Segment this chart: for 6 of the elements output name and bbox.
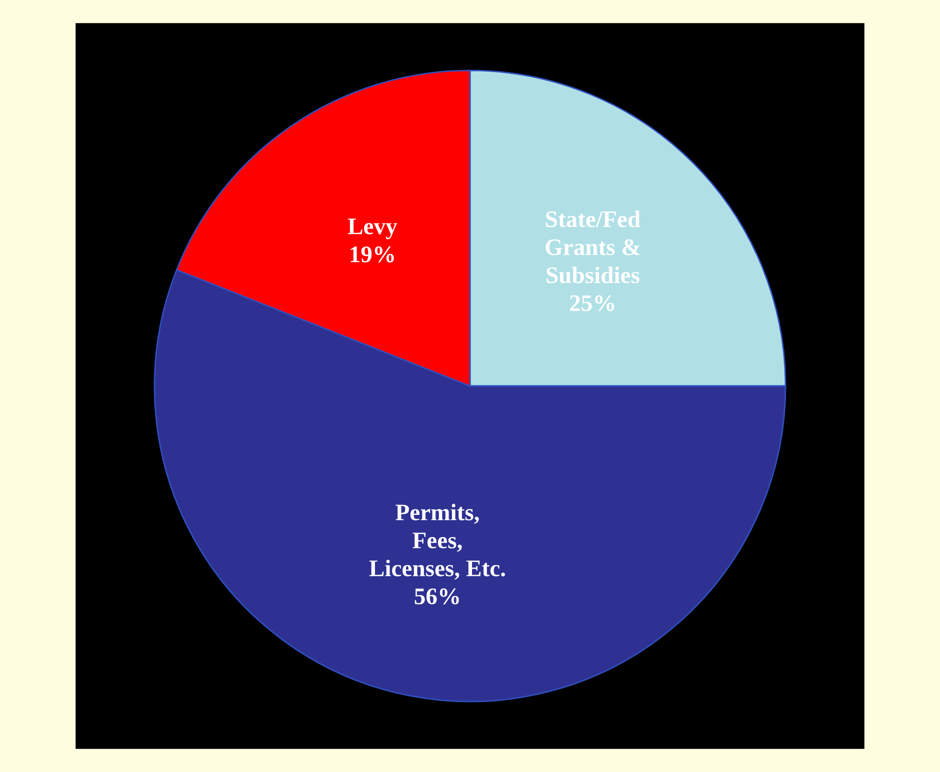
slice-label: Levy [348,218,398,240]
slice-label: Permits, Fees, Licenses, Etc. [369,504,505,580]
data-label: 25% [570,295,614,312]
slice-label: State/Fed Grants & Subsidies [546,210,640,284]
data-label: 19% [350,246,394,262]
data-label: 56% [414,588,459,604]
